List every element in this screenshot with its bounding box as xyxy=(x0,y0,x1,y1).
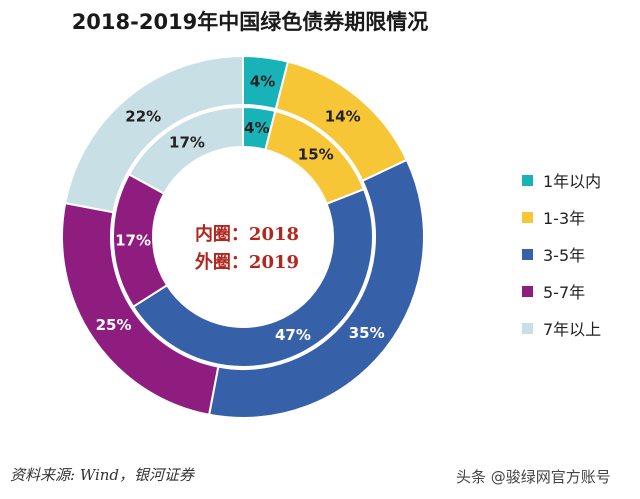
legend-swatch xyxy=(522,211,533,223)
pct-label-inner-3: 17% xyxy=(115,231,151,249)
legend: 1年以内 1-3年 3-5年 5-7年 7年以上 xyxy=(522,168,601,353)
pct-label-outer-2: 35% xyxy=(349,324,385,342)
slice-outer-4 xyxy=(64,54,244,214)
slice-inner-4 xyxy=(127,105,244,195)
legend-swatch xyxy=(522,322,533,334)
legend-swatch xyxy=(522,174,533,186)
pct-label-outer-3: 25% xyxy=(96,316,132,334)
legend-label: 5-7年 xyxy=(543,283,586,302)
pct-label-inner-0: 4% xyxy=(244,119,269,137)
legend-item-1: 1-3年 xyxy=(522,205,601,229)
inner-ring-2018 xyxy=(112,105,374,368)
double-donut-chart: 4% 15% 47% 17% 17% 4% 14% 35% 25% 22% 内圈：2018 外圈：… xyxy=(61,54,425,419)
slice-inner-2 xyxy=(131,187,374,368)
legend-item-4: 7年以上 xyxy=(522,316,601,340)
legend-label: 7年以上 xyxy=(543,320,602,339)
pct-label-outer-4: 22% xyxy=(125,107,161,125)
legend-label: 1-3年 xyxy=(543,209,586,228)
pct-label-inner-1: 15% xyxy=(298,145,334,163)
legend-label: 1年以内 xyxy=(543,172,602,191)
legend-item-0: 1年以内 xyxy=(522,168,601,192)
pct-label-inner-2: 47% xyxy=(275,326,311,344)
pct-label-outer-0: 4% xyxy=(250,73,275,91)
pct-label-outer-1: 14% xyxy=(325,107,361,125)
outer-ring-2019 xyxy=(61,54,425,419)
percentage-labels: 4% 15% 47% 17% 17% 4% 14% 35% 25% 22% xyxy=(96,73,385,344)
watermark: 头条 @骏绿网官方账号 xyxy=(456,468,611,486)
chart-title: 2018-2019年中国绿色债券期限情况 xyxy=(71,10,429,34)
center-label-inner: 内圈：2018 xyxy=(195,223,299,245)
source-note: 资料来源: Wind，银河证券 xyxy=(10,466,195,484)
legend-item-2: 3-5年 xyxy=(522,242,601,266)
legend-item-3: 5-7年 xyxy=(522,279,601,303)
slice-outer-2 xyxy=(207,158,425,419)
pct-label-inner-4: 17% xyxy=(169,133,205,151)
center-label-outer: 外圈：2019 xyxy=(195,251,299,273)
legend-swatch xyxy=(522,285,533,297)
legend-label: 3-5年 xyxy=(543,246,586,265)
legend-swatch xyxy=(522,248,533,260)
